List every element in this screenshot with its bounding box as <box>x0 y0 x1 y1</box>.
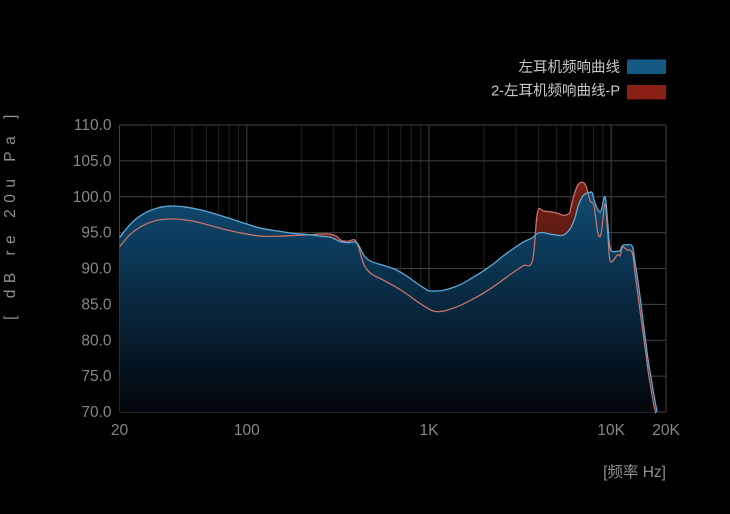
svg-text:[ dB re 20u Pa ]: [ dB re 20u Pa ] <box>2 108 19 320</box>
svg-text:左耳机频响曲线: 左耳机频响曲线 <box>519 59 621 76</box>
svg-text:2-左耳机频响曲线-P: 2-左耳机频响曲线-P <box>491 83 620 100</box>
svg-text:80.0: 80.0 <box>81 332 112 349</box>
svg-text:90.0: 90.0 <box>81 261 112 278</box>
svg-text:10K: 10K <box>597 422 625 439</box>
svg-text:100.0: 100.0 <box>73 189 112 206</box>
svg-text:105.0: 105.0 <box>73 153 112 170</box>
svg-text:110.0: 110.0 <box>74 117 112 134</box>
svg-text:[频率 Hz]: [频率 Hz] <box>603 463 666 481</box>
svg-text:20K: 20K <box>652 422 680 439</box>
svg-text:75.0: 75.0 <box>81 368 112 385</box>
svg-text:20: 20 <box>111 422 129 439</box>
svg-text:100: 100 <box>234 422 260 439</box>
svg-text:85.0: 85.0 <box>81 296 112 313</box>
svg-text:70.0: 70.0 <box>81 404 112 421</box>
svg-text:95.0: 95.0 <box>81 225 112 242</box>
svg-text:1K: 1K <box>420 422 440 439</box>
